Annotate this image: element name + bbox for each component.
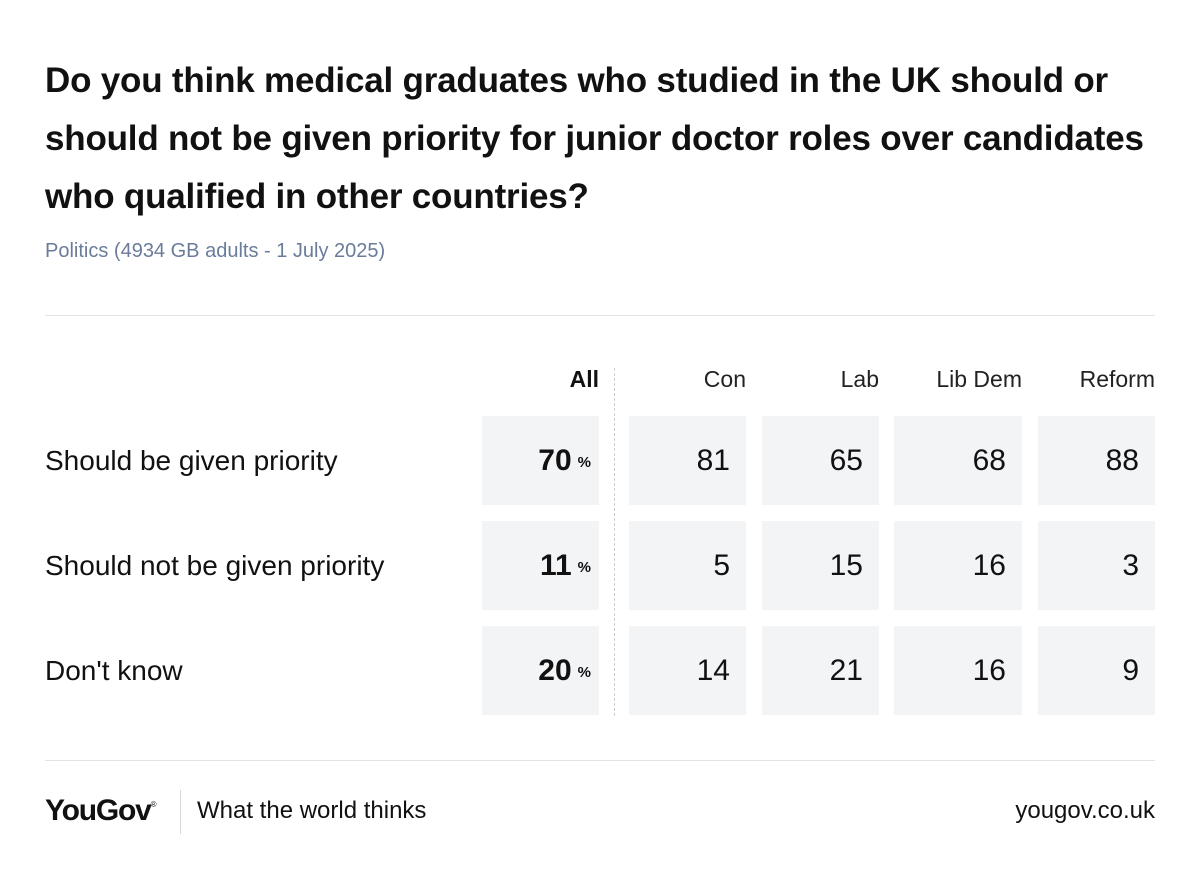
cell-con: 81 — [629, 416, 746, 505]
cell-all: 70% — [482, 416, 599, 505]
cell-value: 14 — [696, 653, 730, 687]
cell-value: 65 — [829, 443, 863, 477]
cell-reform: 3 — [1038, 521, 1155, 610]
row-label: Should not be given priority — [45, 550, 385, 581]
percent-sign: % — [577, 664, 591, 681]
cell-con: 5 — [629, 521, 746, 610]
cell-lab: 65 — [762, 416, 879, 505]
cell-lab: 21 — [762, 626, 879, 715]
yougov-logo: YouGov® — [45, 794, 157, 827]
cell-value: 15 — [829, 548, 863, 582]
bottom-divider — [45, 760, 1155, 761]
cell-lib-dem: 68 — [894, 416, 1022, 505]
cell-value: 70 — [538, 443, 572, 477]
footer-separator — [180, 790, 181, 834]
cell-value: 21 — [829, 653, 863, 687]
percent-sign: % — [577, 454, 591, 471]
cell-value: 5 — [713, 548, 730, 582]
cell-value: 11 — [539, 548, 572, 582]
all-column-separator — [614, 368, 615, 716]
chart-title: Do you think medical graduates who studi… — [45, 61, 1144, 216]
column-header-lab: Lab — [840, 366, 879, 392]
cell-con: 14 — [629, 626, 746, 715]
footer-url[interactable]: yougov.co.uk — [1015, 797, 1155, 824]
row-label: Should be given priority — [45, 445, 338, 476]
percent-sign: % — [577, 559, 591, 576]
cell-reform: 88 — [1038, 416, 1155, 505]
chart-subtitle: Politics (4934 GB adults - 1 July 2025) — [45, 240, 386, 262]
cell-all: 20% — [482, 626, 599, 715]
row-label: Don't know — [45, 655, 183, 686]
top-divider — [45, 315, 1155, 316]
cell-value: 9 — [1122, 653, 1139, 687]
column-header-lib-dem: Lib Dem — [936, 366, 1022, 392]
cell-value: 88 — [1105, 443, 1139, 477]
cell-lab: 15 — [762, 521, 879, 610]
cell-value: 81 — [696, 443, 730, 477]
footer-tagline: What the world thinks — [197, 797, 427, 824]
cell-value: 16 — [972, 653, 1006, 687]
cell-value: 20 — [538, 653, 572, 687]
cell-value: 16 — [972, 548, 1006, 582]
column-header-reform: Reform — [1079, 366, 1155, 392]
column-header-all: All — [569, 366, 599, 392]
cell-value: 3 — [1122, 548, 1139, 582]
cell-lib-dem: 16 — [894, 521, 1022, 610]
cell-value: 68 — [972, 443, 1006, 477]
cell-all: 11% — [482, 521, 599, 610]
cell-lib-dem: 16 — [894, 626, 1022, 715]
cell-reform: 9 — [1038, 626, 1155, 715]
column-header-con: Con — [703, 366, 746, 392]
